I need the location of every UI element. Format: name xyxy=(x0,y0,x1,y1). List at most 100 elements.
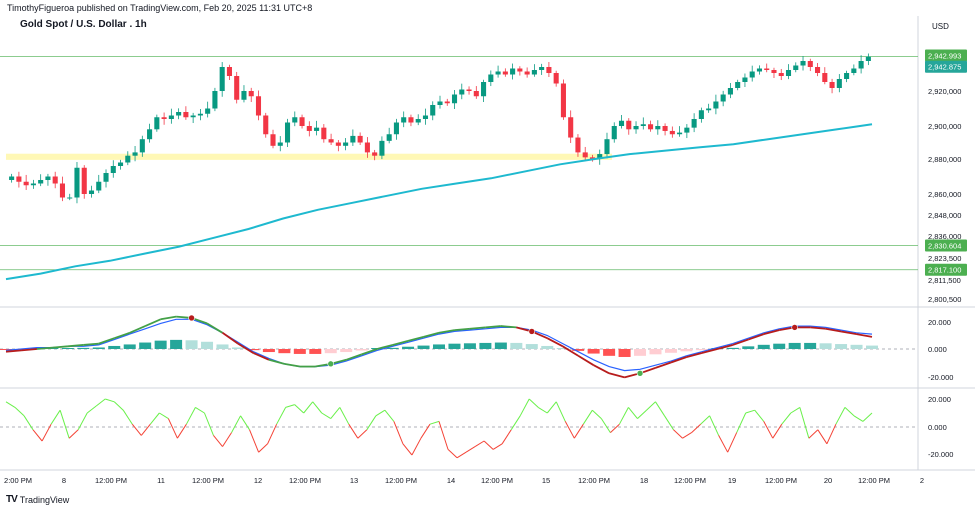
osc1-main-line-segment xyxy=(577,354,595,366)
osc2-line-segment xyxy=(231,415,241,433)
osc2-line-segment xyxy=(294,404,305,414)
candle-body xyxy=(524,71,530,75)
osc2-line-segment xyxy=(799,407,810,439)
candle-body xyxy=(284,122,291,143)
osc1-main-line-segment xyxy=(284,362,300,368)
price-badge xyxy=(925,263,967,276)
osc1-main-line-segment xyxy=(36,346,53,350)
osc1-main-line-segment xyxy=(113,331,131,340)
time-tick-label: 13 xyxy=(350,476,358,485)
osc2-line-segment xyxy=(393,421,404,444)
osc1-histogram-bar xyxy=(788,342,801,349)
osc1-histogram-bar xyxy=(664,349,677,353)
osc2-line-segment xyxy=(105,398,115,403)
osc2-line-segment xyxy=(492,443,503,450)
osc1-histogram-bar xyxy=(92,347,105,349)
osc1-histogram-bar xyxy=(695,349,708,351)
osc2-line-segment xyxy=(411,437,422,456)
osc2-line-segment xyxy=(528,398,539,408)
osc2-line-segment xyxy=(140,423,151,436)
osc1-histogram-bar xyxy=(154,340,167,349)
osc1-main-line-segment xyxy=(144,318,162,327)
price-badge xyxy=(925,49,967,62)
candle-body xyxy=(139,139,145,153)
osc2-line-segment xyxy=(772,423,783,439)
osc1-main-line-segment xyxy=(83,342,99,346)
osc1-histogram-bar xyxy=(556,348,569,349)
candle-body xyxy=(677,132,683,135)
osc1-main-line-segment xyxy=(655,361,672,369)
osc2-line-segment xyxy=(826,423,837,445)
candle-body xyxy=(604,139,610,155)
osc1-main-line-segment xyxy=(670,356,687,364)
osc2-line-segment xyxy=(664,415,674,431)
osc2-line-segment xyxy=(501,429,512,445)
osc1-main-line-segment xyxy=(500,325,517,329)
osc1-tick-label: -20.000 xyxy=(928,373,953,382)
osc2-line-segment xyxy=(628,407,638,419)
candle-body xyxy=(800,61,806,66)
osc1-main-line-segment xyxy=(469,326,486,330)
osc1-histogram-bar xyxy=(448,343,461,349)
candle-body xyxy=(648,124,654,130)
time-tick-label: 12:00 PM xyxy=(192,476,224,485)
price-tick-label: 2,848,000 xyxy=(928,211,961,220)
tradingview-brand[interactable]: ⁠TV TradingView xyxy=(6,494,69,505)
osc2-line-segment xyxy=(68,429,79,439)
osc2-line-segment xyxy=(700,415,710,425)
osc2-line-segment xyxy=(23,415,34,431)
osc2-tick-label: 20.000 xyxy=(928,395,951,404)
osc2-line-segment xyxy=(113,401,124,411)
price-tick-label: 2,920,000 xyxy=(928,87,961,96)
candle-body xyxy=(226,67,232,76)
osc2-line-segment xyxy=(420,423,431,439)
osc1-histogram-bar xyxy=(479,342,492,349)
candle-body xyxy=(205,108,211,114)
price-tick-label: 2,860,000 xyxy=(928,190,961,199)
osc1-main-line-segment xyxy=(454,327,471,331)
osc1-histogram-bar xyxy=(386,347,399,349)
osc1-signal-dot xyxy=(791,324,798,331)
time-tick-label: 15 xyxy=(542,476,550,485)
candle-body xyxy=(277,142,283,146)
candle-body xyxy=(23,181,29,186)
osc1-histogram-bar xyxy=(618,349,631,357)
osc2-line-segment xyxy=(862,412,873,422)
osc1-histogram-bar xyxy=(309,349,322,354)
candle-body xyxy=(546,67,552,73)
osc2-line-segment xyxy=(718,435,729,453)
time-tick-label: 12:00 PM xyxy=(858,476,890,485)
osc1-histogram-bar xyxy=(541,345,554,349)
time-tick-label: 12:00 PM xyxy=(765,476,797,485)
candle-body xyxy=(299,117,305,126)
osc1-histogram-bar xyxy=(649,349,662,355)
osc1-histogram-bar xyxy=(587,349,600,354)
time-tick-label: 2:00 PM xyxy=(4,476,32,485)
osc2-line-segment xyxy=(149,412,160,425)
osc2-line-segment xyxy=(402,443,413,456)
price-tick-label: 2,900,000 xyxy=(928,122,961,131)
osc2-line-segment xyxy=(474,440,485,448)
time-tick-label: 12 xyxy=(254,476,262,485)
osc1-main-line-segment xyxy=(562,345,579,357)
osc1-main-line-segment xyxy=(268,358,285,365)
osc2-line-segment xyxy=(41,423,52,442)
candle-body xyxy=(611,126,617,140)
candle-body xyxy=(764,68,770,70)
osc2-line-segment xyxy=(167,418,178,439)
candle-body xyxy=(568,117,574,138)
candle-body xyxy=(437,101,443,105)
osc1-histogram-bar xyxy=(61,348,74,349)
osc2-line-segment xyxy=(781,412,792,425)
candle-body xyxy=(125,155,131,163)
osc1-main-line-segment xyxy=(840,330,857,336)
time-tick-label: 2 xyxy=(920,476,924,485)
osc1-histogram-bar xyxy=(77,347,90,349)
osc2-line-segment xyxy=(330,407,341,419)
osc2-line-segment xyxy=(384,409,395,422)
candle-body xyxy=(386,134,392,141)
osc1-histogram-bar xyxy=(123,344,136,349)
candle-body xyxy=(655,126,661,130)
osc1-main-line-segment xyxy=(160,315,177,321)
